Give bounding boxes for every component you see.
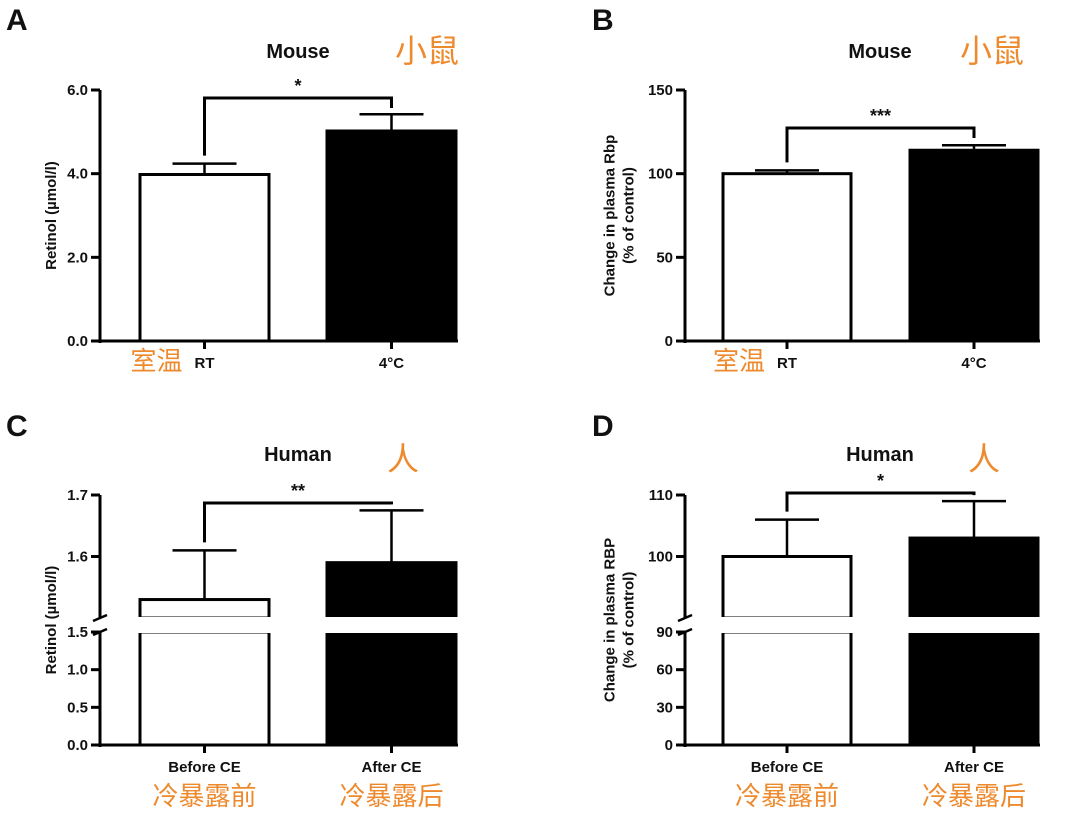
- x-tick-label-cn: 室温: [130, 347, 182, 377]
- x-tick-label-cn: 冷暴露后: [339, 782, 443, 812]
- y-tick-label: 60: [656, 662, 673, 679]
- bracket-line: [203, 96, 393, 156]
- panel-letter: B: [592, 4, 614, 37]
- x-tick-label: 4°C: [379, 355, 404, 372]
- bar-control-upper: [721, 555, 853, 620]
- panel-a: A Mouse 小鼠 Retinol (µmol/l) 0.0 2.0 4.0 6.0 RT 室温…: [6, 4, 459, 377]
- bar-break-gap: [907, 617, 1041, 633]
- bracket-line: [785, 491, 976, 512]
- y-tick-label: 1.6: [67, 549, 88, 566]
- bracket-line: [785, 126, 976, 163]
- x-tick-label: 4°C: [961, 355, 986, 372]
- significance-bracket: **: [203, 481, 393, 543]
- x-tick-label-cn: 冷暴露前: [152, 782, 256, 812]
- panel-title-cn: 小鼠: [395, 32, 459, 70]
- bar-treatment-upper: [908, 536, 1040, 620]
- y-tick-label: 1.0: [67, 662, 88, 679]
- x-tick-label: After CE: [944, 759, 1004, 776]
- y-tick-label: 0.0: [67, 737, 88, 754]
- bar-treatment: [325, 129, 458, 343]
- y-tick-label: 4.0: [67, 166, 88, 183]
- y-axis-label: Change in plasma Rbp: [602, 135, 619, 297]
- y-tick-label: 50: [656, 249, 673, 266]
- panel-title: Mouse: [266, 41, 329, 63]
- y-tick-label: 0: [665, 333, 673, 350]
- y-tick-label: 1.7: [67, 487, 88, 504]
- x-tick-label: After CE: [361, 759, 421, 776]
- y-tick-label: 0.5: [67, 699, 88, 716]
- bar-control-lower: [138, 630, 271, 747]
- y-tick-label: 0.0: [67, 333, 88, 350]
- panel-letter: A: [6, 4, 28, 37]
- y-tick-label: 100: [648, 166, 673, 183]
- panel-b: B Mouse 小鼠 Change in plasma Rbp (% of contro…: [592, 4, 1040, 377]
- panel-title: Mouse: [848, 41, 911, 63]
- bar-break-gap: [720, 617, 854, 633]
- significance-label: ***: [870, 106, 891, 126]
- panel-title-cn: 人: [968, 440, 1000, 478]
- bar-treatment-upper: [325, 561, 458, 620]
- y-tick-label: 150: [648, 82, 673, 99]
- y-axis-label: Retinol (µmol/l): [43, 566, 60, 675]
- axis-break-mark: [92, 613, 108, 623]
- y-tick-label: 6.0: [67, 82, 88, 99]
- panel-title-cn: 人: [387, 440, 419, 478]
- significance-label: *: [294, 76, 301, 96]
- y-axis-label: Retinol (µmol/l): [43, 161, 60, 270]
- bar-treatment: [908, 148, 1040, 343]
- y-axis-label: Change in plasma RBP: [602, 538, 619, 702]
- panel-title: Human: [264, 444, 332, 466]
- y-axis-label: (% of control): [621, 167, 638, 264]
- bar-control: [721, 172, 853, 343]
- axis-break-mark: [677, 613, 693, 623]
- panel-letter: C: [6, 410, 28, 443]
- x-tick-label-cn: 冷暴露后: [922, 782, 1026, 812]
- panel-title: Human: [846, 444, 914, 466]
- significance-label: **: [291, 481, 305, 501]
- bar-control-upper: [138, 598, 271, 620]
- panel-d: D Human 人 Change in plasma RBP (% of control…: [592, 410, 1041, 812]
- significance-bracket: *: [203, 76, 393, 156]
- bar-treatment-lower: [908, 630, 1040, 747]
- y-tick-label: 110: [649, 487, 673, 504]
- bar-break-gap: [137, 617, 272, 633]
- bar-break-gap: [324, 617, 459, 633]
- bracket-line: [203, 501, 393, 543]
- x-tick-label: Before CE: [168, 759, 241, 776]
- x-tick-label-cn: 室温: [713, 347, 765, 377]
- significance-label: *: [877, 471, 884, 491]
- y-tick-label: 1.5: [67, 624, 88, 641]
- panel-letter: D: [592, 410, 614, 443]
- y-tick-label: 90: [656, 624, 673, 641]
- x-tick-label: RT: [777, 355, 797, 372]
- significance-bracket: *: [785, 471, 976, 512]
- y-tick-label: 30: [656, 699, 673, 716]
- panel-title-cn: 小鼠: [960, 32, 1024, 70]
- panel-c: C Human 人 Retinol (µmol/l) 0.0 0.5 1.0 1.5 1.6 1.…: [6, 410, 459, 812]
- x-tick-label: RT: [195, 355, 215, 372]
- y-tick-label: 2.0: [67, 249, 88, 266]
- x-tick-label-cn: 冷暴露前: [735, 782, 839, 812]
- significance-bracket: ***: [785, 106, 976, 163]
- bar-treatment-lower: [325, 630, 458, 747]
- y-axis-label: (% of control): [621, 572, 638, 669]
- bar-control-lower: [721, 630, 853, 747]
- y-tick-label: 100: [648, 549, 673, 566]
- x-tick-label: Before CE: [751, 759, 824, 776]
- bar-control: [138, 173, 271, 343]
- y-tick-label: 0: [665, 737, 673, 754]
